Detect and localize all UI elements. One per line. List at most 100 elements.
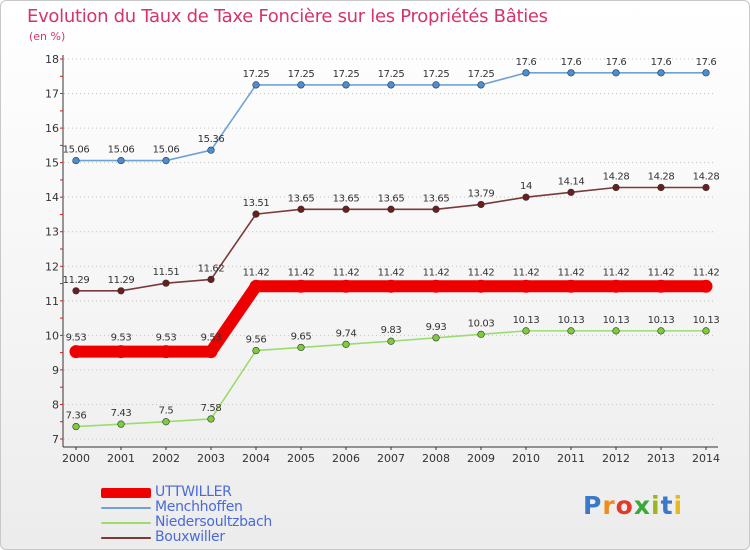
point-menchhoffen	[522, 69, 530, 77]
data-label-menchhoffen: 17.6	[651, 57, 672, 68]
data-label-menchhoffen: 17.6	[696, 57, 717, 68]
point-uttwiller	[159, 345, 173, 359]
point-niedersoultzbach	[522, 327, 530, 335]
data-label-niedersoultzbach: 7.5	[159, 406, 174, 417]
data-label-niedersoultzbach: 10.13	[603, 315, 630, 326]
point-menchhoffen	[477, 81, 485, 89]
legend-swatch	[101, 487, 151, 498]
point-bouxwiller	[387, 205, 395, 213]
x-tick-label: 2012	[602, 452, 630, 465]
legend-item-bouxwiller: Bouxwiller	[101, 530, 272, 545]
data-label-uttwiller: 11.42	[243, 267, 270, 278]
point-uttwiller	[249, 279, 263, 293]
point-menchhoffen	[432, 81, 440, 89]
data-label-bouxwiller: 13.79	[468, 188, 495, 199]
point-uttwiller	[204, 345, 218, 359]
data-label-menchhoffen: 17.25	[378, 69, 405, 80]
point-niedersoultzbach	[162, 418, 170, 426]
data-label-bouxwiller: 14.28	[693, 172, 720, 183]
point-uttwiller	[114, 345, 128, 359]
data-label-uttwiller: 11.42	[468, 267, 495, 278]
logo-letter: o	[615, 491, 634, 520]
chart-title: Evolution du Taux de Taxe Foncière sur l…	[27, 6, 548, 27]
point-bouxwiller	[162, 279, 170, 287]
point-bouxwiller	[297, 205, 305, 213]
point-menchhoffen	[72, 156, 80, 165]
point-uttwiller	[609, 279, 623, 293]
logo-letter: t	[660, 491, 674, 520]
point-uttwiller	[699, 279, 713, 293]
y-tick-label: 14	[45, 191, 59, 204]
point-niedersoultzbach	[432, 334, 440, 342]
data-label-niedersoultzbach: 9.65	[291, 331, 312, 342]
data-label-menchhoffen: 17.25	[423, 69, 450, 80]
data-label-uttwiller: 11.42	[423, 267, 450, 278]
data-label-menchhoffen: 15.06	[153, 145, 180, 156]
data-label-bouxwiller: 11.62	[198, 263, 225, 274]
y-tick-label: 18	[45, 53, 59, 66]
point-niedersoultzbach	[657, 327, 665, 335]
data-label-menchhoffen: 17.6	[606, 57, 627, 68]
point-uttwiller	[429, 279, 443, 293]
data-label-menchhoffen: 17.6	[561, 57, 582, 68]
point-uttwiller	[474, 279, 488, 293]
data-label-bouxwiller: 14.28	[648, 172, 675, 183]
proxiti-logo: Proxiti	[583, 491, 683, 520]
x-tick-label: 2003	[197, 452, 225, 465]
y-tick-label: 11	[45, 295, 59, 308]
point-bouxwiller	[567, 188, 575, 196]
point-menchhoffen	[342, 81, 350, 89]
data-label-niedersoultzbach: 9.93	[426, 322, 447, 333]
data-label-menchhoffen: 17.6	[516, 57, 537, 68]
data-label-niedersoultzbach: 9.83	[381, 325, 402, 336]
point-uttwiller	[519, 279, 533, 293]
point-niedersoultzbach	[387, 337, 395, 345]
point-uttwiller	[294, 279, 308, 293]
data-label-uttwiller: 11.42	[333, 267, 360, 278]
point-menchhoffen	[702, 69, 710, 77]
point-uttwiller	[69, 345, 83, 359]
data-label-menchhoffen: 15.36	[198, 134, 225, 145]
data-label-uttwiller: 9.53	[66, 333, 87, 344]
data-label-bouxwiller: 13.65	[423, 193, 450, 204]
point-bouxwiller	[207, 275, 215, 284]
data-label-bouxwiller: 11.51	[153, 267, 180, 278]
y-tick-label: 9	[52, 364, 59, 377]
point-niedersoultzbach	[72, 422, 80, 431]
point-uttwiller	[654, 279, 668, 293]
legend-label: UTTWILLER	[155, 484, 232, 500]
x-tick-label: 2009	[467, 452, 495, 465]
point-menchhoffen	[387, 81, 395, 89]
legend-item-menchhoffen: Menchhoffen	[101, 500, 272, 515]
data-label-menchhoffen: 15.06	[63, 145, 90, 156]
data-label-niedersoultzbach: 7.43	[111, 408, 132, 419]
y-tick-label: 10	[45, 329, 59, 342]
data-label-bouxwiller: 13.65	[333, 193, 360, 204]
legend-swatch	[101, 506, 151, 509]
point-menchhoffen	[297, 81, 305, 89]
y-tick-label: 13	[45, 226, 59, 239]
data-label-uttwiller: 11.42	[648, 267, 675, 278]
data-label-niedersoultzbach: 10.13	[693, 315, 720, 326]
point-niedersoultzbach	[117, 420, 125, 428]
data-label-bouxwiller: 14	[520, 181, 532, 192]
data-label-menchhoffen: 15.06	[108, 145, 135, 156]
point-bouxwiller	[117, 287, 125, 295]
logo-letter: P	[583, 491, 603, 520]
point-niedersoultzbach	[702, 327, 710, 335]
y-axis-unit: (en %)	[29, 30, 66, 43]
point-uttwiller	[339, 279, 353, 293]
point-menchhoffen	[567, 69, 575, 77]
point-niedersoultzbach	[297, 343, 305, 352]
y-tick-label: 15	[45, 157, 59, 170]
y-tick-label: 8	[52, 398, 59, 411]
data-label-bouxwiller: 13.65	[378, 193, 405, 204]
x-tick-label: 2014	[692, 452, 720, 465]
x-tick-label: 2008	[422, 452, 450, 465]
point-bouxwiller	[72, 287, 80, 295]
data-label-menchhoffen: 17.25	[243, 69, 270, 80]
legend-item-niedersoultzbach: Niedersoultzbach	[101, 515, 272, 530]
data-label-bouxwiller: 13.65	[288, 193, 315, 204]
